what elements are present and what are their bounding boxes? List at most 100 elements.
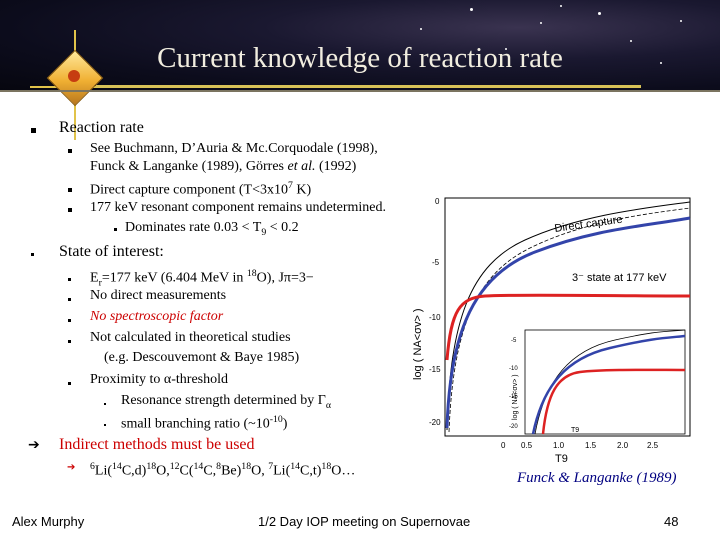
bullet-see-refs: See Buchmann, D’Auria & Mc.Corquodale (1… [90, 141, 378, 156]
r-txt: O, [156, 463, 170, 479]
x-tick-2: 1.0 [553, 441, 565, 450]
bullet-no-direct-measurements: No direct measurements [90, 288, 227, 303]
footer-page-number: 48 [664, 514, 679, 529]
inset-frame [524, 329, 686, 435]
square-bullet-icon [31, 253, 34, 256]
square-bullet-icon [68, 340, 71, 343]
ratio-close: ) [282, 416, 288, 432]
x-axis-label: T9 [555, 453, 568, 465]
square-bullet-icon [68, 208, 72, 212]
star-decoration [660, 62, 662, 64]
star-decoration [505, 48, 507, 50]
arrow-bullet-icon: ➔ [28, 437, 40, 453]
x-tick-1: 0.5 [521, 441, 533, 450]
r-txt: O… [331, 463, 356, 479]
curve-direct-capture [445, 216, 691, 429]
r-txt: C, [203, 463, 217, 479]
r-sup: 12 [169, 461, 180, 472]
dc-unit: K) [292, 182, 312, 198]
er-value: =177 keV (6.404 MeV in [101, 270, 247, 286]
inset-curve-direct [531, 334, 686, 435]
er-spin: O), Jπ=3− [256, 270, 314, 286]
square-bullet-icon [114, 228, 117, 231]
bullet-reaction-rate: Reaction rate [59, 119, 144, 136]
footer-meeting: 1/2 Day IOP meeting on Supernovae [258, 514, 471, 529]
dominates-range: < 0.2 [266, 220, 299, 235]
x-tick-3: 1.5 [585, 441, 597, 450]
inset-y-tick-3: -20 [509, 424, 518, 430]
strength-text: Resonance strength determined by Γ [121, 393, 326, 408]
bullet-dominates-rate: Dominates rate 0.03 < T9 < 0.2 [125, 220, 299, 238]
star-decoration [420, 28, 422, 30]
title-underline [96, 85, 641, 88]
r-sup: 14 [290, 461, 301, 472]
bullet-branching-ratio: small branching ratio (~10-10) [121, 414, 287, 433]
header-divider [0, 90, 720, 92]
square-bullet-icon [104, 403, 106, 405]
r-sup: 14 [193, 461, 204, 472]
ratio-text: small branching ratio (~10 [121, 416, 270, 432]
title-banner [0, 0, 720, 92]
bullet-resonant-component: 177 keV resonant component remains undet… [90, 200, 386, 215]
inset-y-tick-1: -10 [509, 366, 518, 372]
star-decoration [630, 40, 632, 42]
logo-center-dot [68, 70, 80, 82]
r-txt: Be) [221, 463, 242, 479]
inset-y-label: log ( NA<σv> ) [512, 374, 519, 420]
mass-number: 18 [246, 268, 257, 279]
bullet-resonance-strength: Resonance strength determined by Γα [121, 393, 331, 411]
er-subscript: r [98, 277, 102, 289]
r-txt: C,t) [300, 463, 322, 479]
y-axis-label: log ( NA<σv> ) [412, 308, 424, 380]
x-tick-5: 2.5 [647, 441, 659, 450]
r-sup: 18 [146, 461, 157, 472]
slide-title: Current knowledge of reaction rate [157, 42, 563, 74]
r-sup: 6 [90, 461, 95, 472]
bullet-not-calculated: Not calculated in theoretical studies [90, 330, 291, 345]
curve-total-rate [446, 201, 691, 431]
bullet-resonance-energy: Er=177 keV (6.404 MeV in 18O), Jπ=3− [90, 268, 314, 288]
square-bullet-icon [68, 298, 71, 301]
star-decoration [598, 12, 601, 15]
r-sup: 8 [216, 461, 222, 472]
t9-subscript: 9 [261, 226, 267, 238]
bullet-see-refs-cont: Funck & Langanke (1989), Görres et al. (… [90, 159, 356, 175]
star-decoration [680, 20, 682, 22]
bullet-alpha-threshold: Proximity to α-threshold [90, 372, 228, 387]
r-sup: 7 [268, 461, 274, 472]
r-sup: 18 [241, 461, 252, 472]
x-tick-0: 0 [501, 441, 506, 450]
inset-curve-resonance [541, 368, 686, 435]
small-arrow-bullet-icon: ➔ [67, 462, 76, 473]
star-decoration [470, 8, 473, 11]
inset-x-label: T9 [571, 427, 579, 434]
y-tick-4: -20 [429, 418, 441, 427]
y-tick-0: 0 [435, 197, 440, 206]
er-text: E [90, 270, 99, 286]
y-tick-2: -10 [429, 313, 441, 322]
dc-exponent: 7 [288, 180, 293, 191]
curve-dashed [448, 207, 691, 433]
square-bullet-icon [68, 382, 71, 385]
refs-text: Funck & Langanke (1989), Görres [90, 159, 285, 174]
bullet-indirect-methods: Indirect methods must be used [59, 436, 255, 453]
r-sup: 14 [112, 461, 122, 472]
bullet-no-spectroscopic-factor: No spectroscopic factor [90, 309, 224, 324]
dominates-text: Dominates rate 0.03 < T [125, 220, 262, 235]
star-decoration [560, 5, 562, 7]
r-txt: Li( [94, 463, 113, 479]
gamma-subscript: α [325, 399, 331, 411]
square-bullet-icon [104, 424, 106, 426]
square-bullet-icon [31, 128, 36, 133]
square-bullet-icon [68, 278, 71, 281]
r-txt: C,d) [121, 463, 147, 479]
bullet-not-calculated-cont: (e.g. Descouvemont & Baye 1985) [104, 350, 300, 365]
bullet-state-of-interest: State of interest: [59, 243, 164, 260]
et-al-text: et al. [287, 159, 316, 174]
square-bullet-icon [68, 319, 71, 322]
refs-year: (1992) [319, 159, 357, 174]
x-tick-4: 2.0 [617, 441, 629, 450]
curve-resonance [445, 293, 691, 361]
inset-y-tick-0: -5 [511, 338, 517, 344]
r-txt: O, [251, 463, 269, 479]
